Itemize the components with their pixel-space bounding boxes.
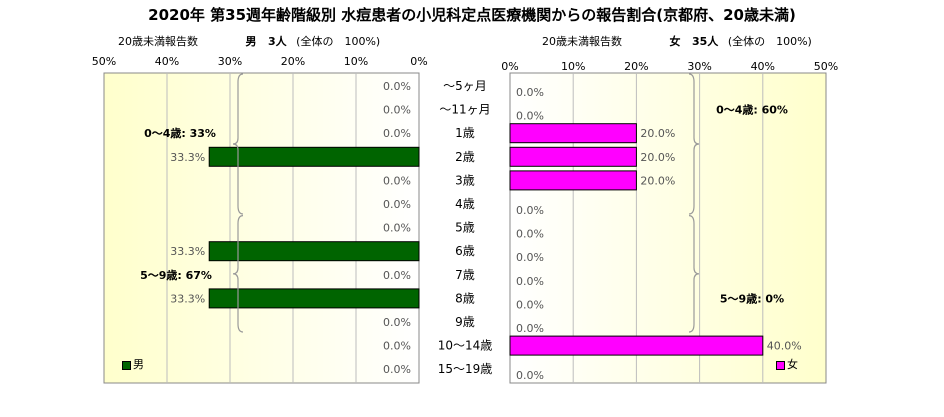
- male-data-label: 0.0%: [383, 222, 411, 235]
- female-x-tick-label: 50%: [814, 60, 838, 73]
- male-legend-label: 男: [133, 358, 144, 371]
- category-label: 7歳: [455, 268, 475, 282]
- female-data-label: 0.0%: [516, 369, 544, 382]
- data-labels: 0.0% 0.0% 0.0% 0.0% 0.0% 20.0% 33.3% 20.0% 0.0% 2…: [170, 80, 801, 382]
- chart-title: 2020年 第35週年齢階級別 水痘患者の小児科定点医療機関からの報告割合(京都…: [148, 6, 796, 24]
- female-data-label: 0.0%: [516, 322, 544, 335]
- category-label: 6歳: [455, 244, 475, 258]
- male-data-label: 0.0%: [383, 363, 411, 376]
- male-plot-background: [103, 72, 420, 384]
- female-bar: [509, 123, 637, 144]
- category-label: 2歳: [455, 150, 475, 164]
- category-label: 8歳: [455, 291, 475, 305]
- female-legend-swatch: [776, 360, 785, 370]
- male-legend-swatch: [122, 360, 131, 370]
- male-x-tick-label: 50%: [92, 55, 116, 68]
- female-header-label: 20歳未満報告数: [542, 35, 622, 48]
- female-data-label: 0.0%: [516, 204, 544, 217]
- female-bar: [509, 335, 764, 356]
- bars: [208, 123, 764, 356]
- female-legend-label: 女: [787, 358, 798, 371]
- male-data-label: 0.0%: [383, 174, 411, 187]
- male-header: 20歳未満報告数 男 3人 (全体の 100%): [118, 33, 380, 49]
- male-x-tick-label: 30%: [218, 55, 242, 68]
- female-data-label: 0.0%: [516, 275, 544, 288]
- male-bar: [208, 288, 420, 309]
- male-data-label: 0.0%: [383, 104, 411, 117]
- female-legend: 女: [776, 356, 798, 372]
- category-label: 15〜19歳: [438, 362, 493, 376]
- male-data-label: 33.3%: [170, 151, 205, 164]
- female-x-tick-label: 20%: [624, 60, 648, 73]
- category-labels: 〜5ヶ月〜11ヶ月 1歳 2歳 3歳 4歳 5歳 6歳 7歳 8歳 9歳 10〜14歳 15〜19歳: [438, 79, 493, 376]
- female-header: 20歳未満報告数 女 35人 (全体の 100%): [542, 33, 812, 49]
- male-x-tick-label: 20%: [281, 55, 305, 68]
- female-data-label: 0.0%: [516, 251, 544, 264]
- male-brace-0-4: [232, 73, 244, 215]
- age-group-braces: 0〜4歳: 33% 5〜9歳: 67% 0〜4歳: 60% 5〜9歳: 0%: [140, 73, 788, 333]
- female-x-tick-label: 0%: [501, 60, 518, 73]
- female-x-tick-label: 40%: [751, 60, 775, 73]
- female-data-label: 0.0%: [516, 298, 544, 311]
- female-x-tick-label: 30%: [687, 60, 711, 73]
- male-brace-5-9: [232, 215, 244, 333]
- category-label: 〜11ヶ月: [439, 103, 490, 117]
- female-bar: [509, 170, 637, 191]
- male-header-count: 3人: [268, 35, 287, 48]
- male-legend: 男: [122, 356, 144, 372]
- male-plot-area: [103, 72, 420, 384]
- female-brace-0-4: [688, 73, 700, 215]
- female-header-count: 35人: [692, 35, 719, 48]
- female-data-label: 20.0%: [640, 151, 675, 164]
- female-brace-5-9: [688, 215, 700, 333]
- female-data-label: 0.0%: [516, 110, 544, 123]
- female-data-label: 20.0%: [640, 127, 675, 140]
- female-header-total: (全体の 100%): [727, 35, 812, 48]
- male-data-label: 0.0%: [383, 127, 411, 140]
- male-data-label: 0.0%: [383, 80, 411, 93]
- male-header-gender: 男: [245, 35, 257, 48]
- male-data-label: 0.0%: [383, 316, 411, 329]
- female-annotation-5-9: 5〜9歳: 0%: [720, 291, 784, 305]
- male-x-tick-label: 0%: [410, 55, 427, 68]
- female-annotation-0-4: 0〜4歳: 60%: [716, 103, 788, 117]
- male-header-total: (全体の 100%): [296, 35, 381, 48]
- male-header-label: 20歳未満報告数: [118, 35, 198, 48]
- male-data-label: 0.0%: [383, 269, 411, 282]
- male-x-tick-label: 10%: [344, 55, 368, 68]
- female-data-label: 40.0%: [767, 340, 802, 353]
- male-data-label: 0.0%: [383, 198, 411, 211]
- male-annotation-0-4: 0〜4歳: 33%: [144, 126, 216, 140]
- category-label: 〜5ヶ月: [443, 79, 487, 93]
- female-x-tick-label: 10%: [561, 60, 585, 73]
- male-bar: [208, 241, 420, 262]
- female-bar: [509, 146, 637, 167]
- male-data-label: 33.3%: [170, 245, 205, 258]
- female-data-label: 20.0%: [640, 174, 675, 187]
- male-data-label: 33.3%: [170, 292, 205, 305]
- male-annotation-5-9: 5〜9歳: 67%: [140, 268, 212, 282]
- category-label: 9歳: [455, 315, 475, 329]
- category-label: 3歳: [455, 173, 475, 187]
- category-label: 10〜14歳: [438, 339, 493, 353]
- female-data-label: 0.0%: [516, 86, 544, 99]
- female-data-label: 0.0%: [516, 228, 544, 241]
- male-bar: [208, 146, 420, 167]
- category-label: 4歳: [455, 197, 475, 211]
- male-x-tick-label: 40%: [155, 55, 179, 68]
- category-label: 1歳: [455, 126, 475, 140]
- female-header-gender: 女: [669, 35, 681, 48]
- male-data-label: 0.0%: [383, 340, 411, 353]
- axis-tick-labels: 50% 40% 30% 20% 10% 0% 0% 10% 20% 30% 40% 50%: [92, 55, 838, 73]
- category-label: 5歳: [455, 221, 475, 235]
